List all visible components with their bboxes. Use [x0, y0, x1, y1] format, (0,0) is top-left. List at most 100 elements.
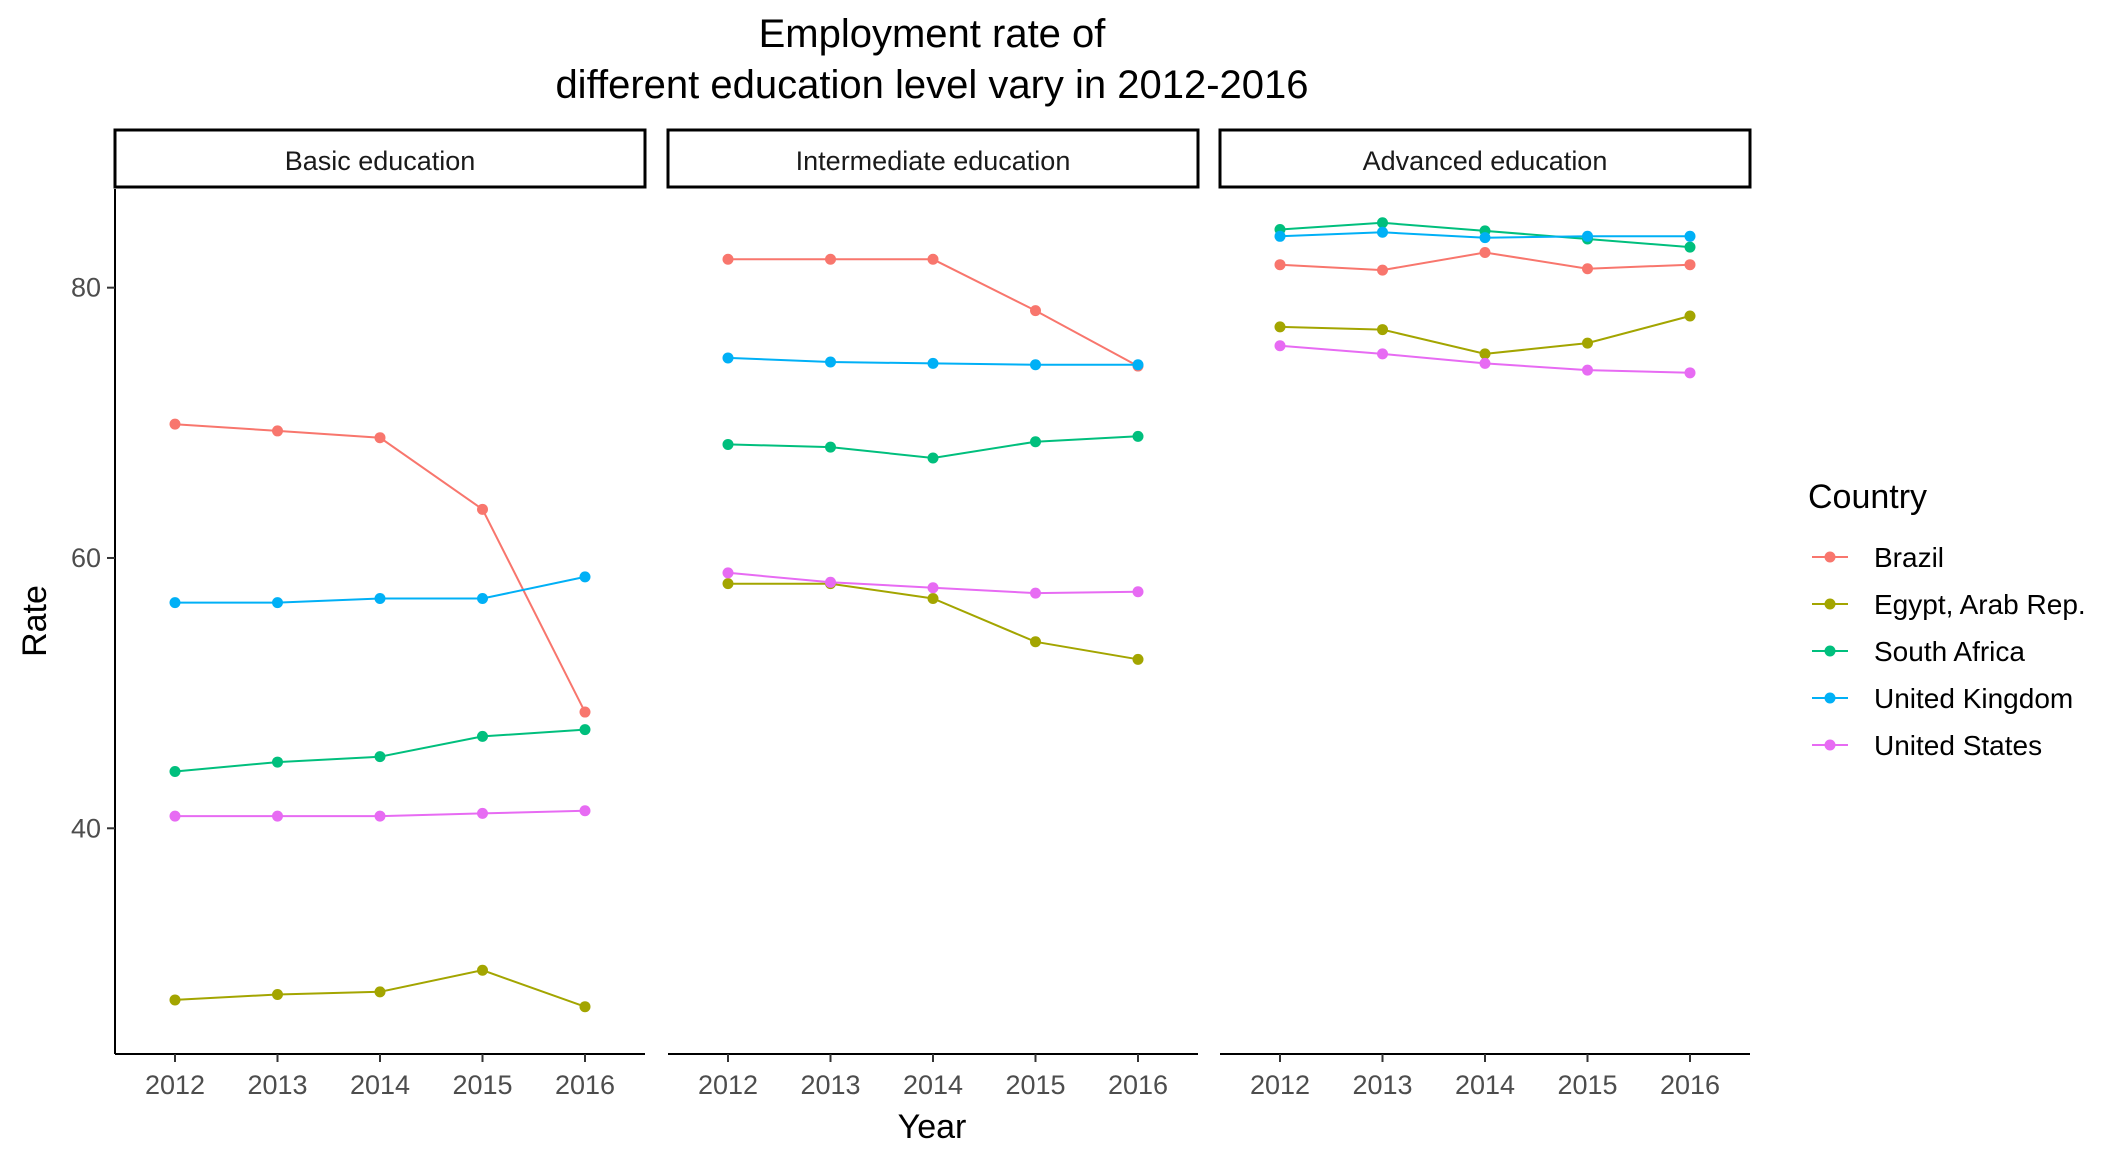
data-point-advanced-education-brazil-2015	[1582, 263, 1593, 275]
data-point-basic-education-south-africa-2015	[477, 730, 488, 742]
data-point-basic-education-south-africa-2016	[579, 724, 591, 736]
data-point-advanced-education-egypt-arab-rep-2013	[1377, 324, 1388, 336]
data-point-intermediate-education-united-states-2015	[1030, 587, 1041, 599]
legend-title: Country	[1808, 478, 1927, 516]
legend-label-egypt-arab-rep: Egypt, Arab Rep.	[1874, 589, 2086, 620]
facet-label-intermediate-education: Intermediate education	[796, 146, 1071, 176]
x-tick-label-advanced-education-2013: 2013	[1352, 1070, 1412, 1100]
x-tick-label-advanced-education-2014: 2014	[1455, 1070, 1515, 1100]
data-point-advanced-education-united-states-2014	[1479, 357, 1491, 369]
data-point-basic-education-south-africa-2012	[169, 766, 181, 778]
data-point-basic-education-united-kingdom-2016	[579, 571, 591, 583]
data-point-intermediate-education-south-africa-2014	[927, 452, 939, 464]
legend-key-point-south-africa	[1824, 645, 1836, 657]
legend-key-point-united-states	[1824, 739, 1836, 751]
x-tick-label-advanced-education-2012: 2012	[1250, 1070, 1310, 1100]
x-tick-label-advanced-education-2015: 2015	[1557, 1070, 1617, 1100]
data-point-intermediate-education-united-states-2012	[722, 567, 734, 579]
x-axis-title: Year	[898, 1108, 967, 1146]
data-point-basic-education-brazil-2016	[579, 706, 591, 718]
data-point-intermediate-education-egypt-arab-rep-2015	[1030, 636, 1041, 648]
data-point-advanced-education-united-kingdom-2016	[1684, 230, 1696, 242]
y-tick-label-40: 40	[71, 813, 101, 843]
data-point-intermediate-education-united-kingdom-2015	[1030, 359, 1041, 371]
legend-label-south-africa: South Africa	[1874, 636, 2025, 667]
data-point-advanced-education-united-states-2016	[1684, 367, 1696, 379]
data-point-basic-education-brazil-2014	[374, 432, 386, 444]
legend: Country Brazil Egypt, Arab Rep. South Afri…	[1808, 478, 2086, 761]
data-point-advanced-education-brazil-2012	[1274, 259, 1286, 271]
x-tick-label-advanced-education-2016: 2016	[1660, 1070, 1720, 1100]
data-point-intermediate-education-south-africa-2013	[825, 441, 836, 453]
data-point-basic-education-egypt-arab-rep-2012	[169, 994, 181, 1006]
data-point-basic-education-united-states-2014	[374, 810, 386, 822]
data-point-intermediate-education-south-africa-2012	[722, 438, 734, 450]
x-tick-label-intermediate-education-2015: 2015	[1005, 1070, 1065, 1100]
data-point-basic-education-united-states-2013	[272, 810, 283, 822]
data-point-advanced-education-united-kingdom-2012	[1274, 230, 1286, 242]
data-point-advanced-education-united-kingdom-2013	[1377, 226, 1388, 238]
data-point-intermediate-education-egypt-arab-rep-2012	[722, 578, 734, 590]
data-point-basic-education-united-kingdom-2012	[169, 597, 181, 609]
x-tick-label-basic-education-2013: 2013	[247, 1070, 307, 1100]
facet-strip-basic-education	[113, 128, 647, 189]
data-point-intermediate-education-united-kingdom-2012	[722, 352, 734, 364]
data-point-advanced-education-south-africa-2016	[1684, 241, 1696, 253]
data-point-basic-education-united-kingdom-2015	[477, 593, 488, 605]
legend-label-united-states: United States	[1874, 730, 2042, 761]
data-point-advanced-education-egypt-arab-rep-2015	[1582, 337, 1593, 349]
data-point-advanced-education-united-kingdom-2014	[1479, 232, 1491, 244]
data-point-intermediate-education-united-states-2016	[1132, 586, 1144, 598]
data-point-advanced-education-united-states-2015	[1582, 364, 1593, 376]
data-point-intermediate-education-egypt-arab-rep-2016	[1132, 653, 1144, 665]
data-point-intermediate-education-brazil-2015	[1030, 305, 1041, 317]
data-point-intermediate-education-united-kingdom-2013	[825, 356, 836, 368]
data-point-advanced-education-brazil-2016	[1684, 259, 1696, 271]
data-point-intermediate-education-south-africa-2015	[1030, 436, 1041, 448]
data-point-advanced-education-united-states-2012	[1274, 340, 1286, 352]
data-point-basic-education-egypt-arab-rep-2015	[477, 964, 488, 976]
legend-label-brazil: Brazil	[1874, 542, 1944, 573]
data-point-intermediate-education-united-kingdom-2014	[927, 357, 939, 369]
data-point-advanced-education-egypt-arab-rep-2016	[1684, 310, 1696, 322]
chart-title-line-1: Employment rate of	[759, 12, 1107, 56]
data-point-intermediate-education-brazil-2014	[927, 253, 939, 265]
x-tick-label-intermediate-education-2014: 2014	[903, 1070, 963, 1100]
data-point-advanced-education-brazil-2013	[1377, 264, 1388, 276]
data-point-advanced-education-south-africa-2013	[1377, 217, 1388, 229]
data-point-intermediate-education-united-kingdom-2016	[1132, 359, 1144, 371]
y-tick-label-80: 80	[71, 273, 101, 303]
data-point-basic-education-united-states-2012	[169, 810, 181, 822]
x-tick-label-basic-education-2012: 2012	[145, 1070, 205, 1100]
data-point-intermediate-education-united-states-2013	[825, 576, 836, 588]
x-tick-label-basic-education-2016: 2016	[555, 1070, 615, 1100]
chart-title-line-2: different education level vary in 2012-2…	[555, 63, 1308, 107]
data-point-advanced-education-egypt-arab-rep-2012	[1274, 321, 1286, 333]
y-axis-title: Rate	[16, 585, 54, 657]
data-point-intermediate-education-brazil-2012	[722, 253, 734, 265]
facet-strip-advanced-education	[1218, 128, 1752, 189]
data-point-intermediate-education-south-africa-2016	[1132, 430, 1144, 442]
x-tick-label-intermediate-education-2013: 2013	[800, 1070, 860, 1100]
data-point-intermediate-education-egypt-arab-rep-2014	[927, 593, 939, 605]
data-point-advanced-education-egypt-arab-rep-2014	[1479, 348, 1491, 360]
data-point-basic-education-egypt-arab-rep-2016	[579, 1001, 591, 1013]
facet-label-basic-education: Basic education	[285, 146, 476, 176]
data-point-basic-education-brazil-2012	[169, 418, 181, 430]
legend-key-point-egypt-arab-rep	[1824, 598, 1836, 610]
data-point-basic-education-brazil-2015	[477, 503, 488, 515]
data-point-basic-education-united-states-2015	[477, 807, 488, 819]
x-tick-label-basic-education-2014: 2014	[350, 1070, 410, 1100]
data-point-basic-education-south-africa-2014	[374, 751, 386, 763]
data-point-intermediate-education-united-states-2014	[927, 582, 939, 594]
data-point-advanced-education-united-states-2013	[1377, 348, 1388, 360]
facet-strip-intermediate-education	[666, 128, 1200, 189]
legend-label-united-kingdom: United Kingdom	[1874, 683, 2073, 714]
data-point-basic-education-egypt-arab-rep-2013	[272, 989, 283, 1001]
data-point-basic-education-united-kingdom-2013	[272, 597, 283, 609]
data-point-basic-education-united-kingdom-2014	[374, 593, 386, 605]
data-point-basic-education-brazil-2013	[272, 425, 283, 437]
facet-label-advanced-education: Advanced education	[1363, 146, 1608, 176]
